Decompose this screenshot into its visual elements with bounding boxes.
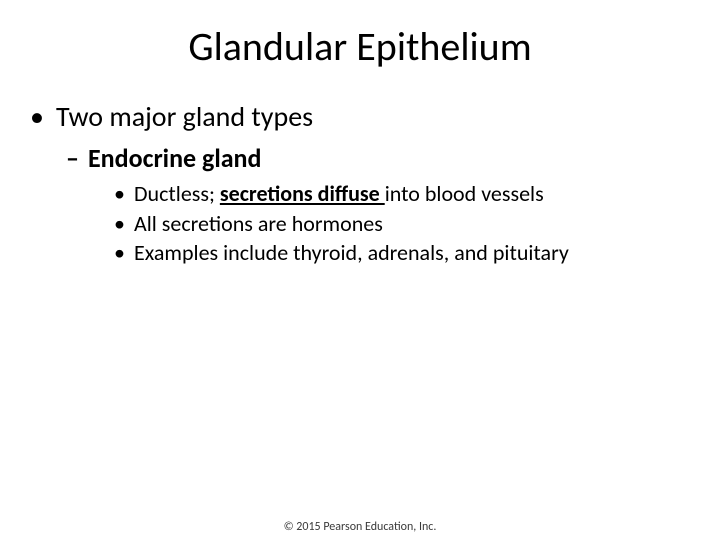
- level3-text: Ductless; secretions diffuse into blood …: [134, 180, 544, 207]
- bullet-icon: •: [114, 180, 134, 208]
- level1-text: Two major gland types: [56, 99, 313, 134]
- slide-content: •Two major gland types –Endocrine gland …: [0, 99, 720, 267]
- bullet-level3: •All secretions are hormones: [30, 210, 690, 238]
- bullet-level3: •Examples include thyroid, adrenals, and…: [30, 239, 690, 267]
- slide: Glandular Epithelium •Two major gland ty…: [0, 22, 720, 540]
- bullet-icon: •: [114, 210, 134, 238]
- bullet-level3: •Ductless; secretions diffuse into blood…: [30, 180, 690, 208]
- level3-text: Examples include thyroid, adrenals, and …: [134, 239, 569, 266]
- slide-title: Glandular Epithelium: [0, 22, 720, 71]
- copyright-footer: © 2015 Pearson Education, Inc.: [0, 520, 720, 534]
- emphasized-text: secretions diffuse: [220, 180, 385, 207]
- level3-text: All secretions are hormones: [134, 210, 383, 237]
- bullet-level2: –Endocrine gland: [30, 142, 690, 174]
- bullet-icon: •: [30, 99, 56, 134]
- level2-text: Endocrine gland: [88, 142, 261, 174]
- bullet-level1: •Two major gland types: [30, 99, 690, 134]
- bullet-icon: •: [114, 239, 134, 267]
- dash-icon: –: [66, 142, 88, 174]
